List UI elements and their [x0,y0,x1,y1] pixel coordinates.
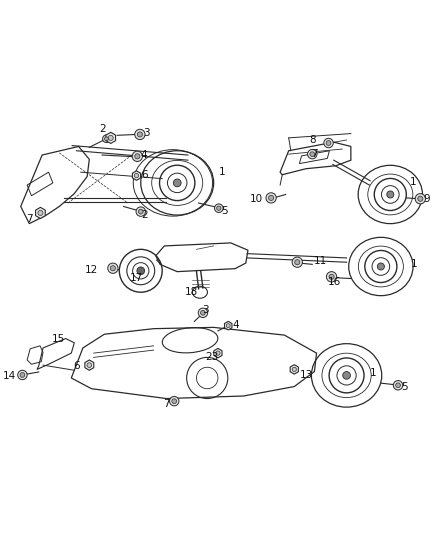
Circle shape [20,373,25,377]
Text: 18: 18 [185,287,198,297]
Circle shape [215,204,223,213]
Text: 2: 2 [141,210,148,220]
Text: 6: 6 [141,169,148,180]
Text: 23: 23 [205,352,219,361]
Circle shape [135,154,140,159]
Polygon shape [290,365,298,374]
Circle shape [201,310,205,315]
Text: 1: 1 [370,368,376,378]
Circle shape [132,151,142,161]
Text: 4: 4 [233,320,239,330]
Text: 6: 6 [73,361,80,371]
Text: 16: 16 [328,277,341,287]
Text: 11: 11 [314,256,327,266]
Circle shape [170,397,179,406]
Circle shape [268,195,274,200]
Circle shape [105,137,108,141]
Circle shape [415,193,425,204]
Circle shape [138,209,143,214]
Circle shape [295,260,300,265]
Circle shape [393,381,403,390]
Text: 3: 3 [143,128,149,138]
Circle shape [135,130,145,140]
Text: 3: 3 [202,305,208,315]
Circle shape [396,383,400,387]
Text: 1: 1 [410,177,417,188]
Circle shape [134,173,138,177]
Circle shape [137,267,145,274]
Text: 14: 14 [3,371,17,381]
Text: 17: 17 [130,273,143,282]
Circle shape [102,135,110,143]
Text: 2: 2 [99,124,106,134]
Text: 9: 9 [424,194,431,204]
Circle shape [343,372,350,379]
Text: 8: 8 [309,135,316,145]
Circle shape [138,132,142,137]
Polygon shape [214,349,222,358]
Circle shape [18,370,27,379]
Circle shape [326,272,337,282]
Circle shape [326,141,331,146]
Circle shape [418,196,423,201]
Circle shape [378,263,385,270]
Circle shape [310,152,314,157]
Circle shape [226,324,230,328]
Circle shape [266,193,276,203]
Circle shape [136,207,145,216]
Text: 13: 13 [300,369,314,379]
Circle shape [324,138,333,148]
Text: 7: 7 [163,399,170,409]
Polygon shape [35,207,45,219]
Circle shape [307,149,317,159]
Text: 5: 5 [221,206,228,216]
Text: 7: 7 [26,214,32,224]
Text: 12: 12 [85,265,98,275]
Circle shape [110,265,116,271]
Circle shape [292,257,302,268]
Circle shape [387,191,394,198]
Text: 7: 7 [311,149,318,159]
Polygon shape [225,321,232,330]
Circle shape [217,206,221,211]
Circle shape [38,211,43,215]
Text: 1: 1 [219,167,226,177]
Circle shape [108,263,118,273]
Circle shape [108,135,113,140]
Text: 10: 10 [250,194,263,204]
Circle shape [87,363,92,367]
Text: 5: 5 [402,382,408,392]
Polygon shape [132,171,141,180]
Circle shape [329,274,334,279]
Polygon shape [85,360,94,370]
Text: 4: 4 [141,150,148,160]
Circle shape [216,351,220,355]
Circle shape [198,308,208,318]
Circle shape [292,367,297,372]
Circle shape [172,399,177,403]
Text: 15: 15 [52,334,65,344]
Circle shape [173,179,181,187]
Polygon shape [106,132,116,143]
Text: 1: 1 [411,259,417,269]
